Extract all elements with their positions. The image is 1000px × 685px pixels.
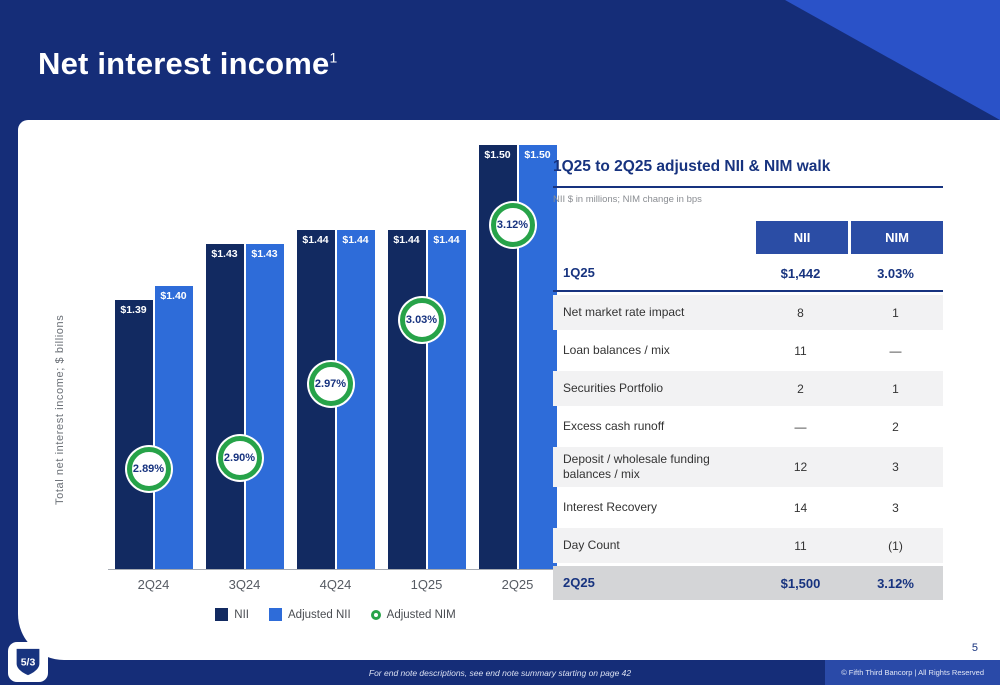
table-row: Net market rate impact 8 1: [553, 295, 943, 330]
table-row: Interest Recovery 14 3: [553, 490, 943, 525]
row-label: Loan balances / mix: [563, 343, 670, 357]
row-2q25: 2Q25 $1,500 3.12%: [553, 566, 943, 600]
table-row: Securities Portfolio 2 1: [553, 371, 943, 406]
bar-value-label: $1.44: [393, 234, 420, 246]
table-row: Day Count 11 (1): [553, 528, 943, 563]
adjusted-nim-legend-icon: [370, 609, 381, 620]
row-label: Deposit / wholesale funding balances / m…: [563, 452, 710, 481]
logo-text: 5/3: [21, 657, 36, 669]
header-accent-shape: [785, 0, 1000, 120]
nim-value: (1): [888, 538, 903, 553]
content-panel: Total net interest income; $ billions $1…: [18, 120, 1000, 660]
bar-value-label: $1.40: [160, 290, 187, 302]
page-title: Net interest income1: [38, 46, 338, 82]
row-label: 2Q25: [563, 574, 595, 590]
header-band: Net interest income1: [0, 0, 1000, 120]
legend-label: Adjusted NII: [288, 608, 351, 621]
chart-y-axis-label: Total net interest income; $ billions: [54, 314, 66, 506]
table-header-row: NII NIM: [553, 221, 943, 254]
column-header-nii: NII: [753, 221, 848, 254]
nii-value: $1,500: [780, 575, 821, 591]
title-footnote-ref: 1: [329, 49, 338, 66]
bar-value-label: $1.43: [211, 248, 238, 260]
footer-note: For end note descriptions, see end note …: [368, 667, 632, 678]
legend-item-adjusted-nii: Adjusted NII: [269, 608, 351, 621]
adjusted-nim-marker: 3.12%: [490, 202, 535, 247]
adjusted-nim-marker: 2.89%: [126, 446, 171, 491]
nii-bar: $1.44: [387, 230, 426, 569]
walk-table-section: 1Q25 to 2Q25 adjusted NII & NIM walk NII…: [553, 158, 943, 603]
table-row: Loan balances / mix 11 —: [553, 333, 943, 368]
adjusted-nim-marker: 3.03%: [399, 298, 444, 343]
nii-value: —: [794, 419, 807, 434]
legend-label: Adjusted NIM: [386, 608, 456, 621]
bar-value-label: $1.50: [484, 149, 511, 161]
legend-item-adjusted-nim: Adjusted NIM: [370, 608, 456, 621]
walk-table-title: 1Q25 to 2Q25 adjusted NII & NIM walk: [553, 158, 943, 188]
walk-table: NII NIM 1Q25 $1,442 3.03% Net market rate imp…: [553, 221, 943, 600]
adjusted-nii-bar: $1.40: [154, 286, 193, 569]
nii-value: 2: [797, 381, 804, 396]
bar-value-label: $1.44: [342, 234, 369, 246]
chart-plot-area: $1.39 $1.40 2Q24 $1.43 $1.43 3Q24 $1.44 $1.44 4Q…: [108, 145, 563, 592]
x-axis-label: 2Q25: [501, 577, 534, 592]
page-title-text: Net interest income: [38, 46, 330, 81]
row-label: Excess cash runoff: [563, 419, 665, 433]
nii-value: 14: [793, 500, 808, 515]
nim-value: 2: [892, 419, 899, 434]
nim-value: 3.12%: [877, 575, 914, 591]
nii-value: 11: [794, 343, 807, 358]
adjusted-nim-marker: 2.90%: [217, 436, 262, 480]
nim-value: 3.03%: [877, 265, 914, 281]
bar-value-label: $1.50: [524, 149, 551, 161]
nii-value: 11: [794, 538, 807, 553]
x-axis-label: 3Q24: [228, 577, 261, 592]
legend-label: NII: [234, 608, 249, 621]
legend-swatch: [215, 608, 229, 621]
footer-band: For end note descriptions, see end note …: [0, 660, 1000, 685]
table-row: Excess cash runoff — 2: [553, 409, 943, 444]
row-label: 1Q25: [563, 264, 595, 280]
x-axis-label: 1Q25: [410, 577, 443, 592]
x-axis-label: 4Q24: [319, 577, 352, 592]
adjusted-nii-bar: $1.43: [245, 244, 284, 569]
adjusted-nii-bar: $1.44: [427, 230, 466, 569]
bar-value-label: $1.44: [433, 234, 460, 246]
table-row: Deposit / wholesale funding balances / m…: [553, 447, 943, 487]
bar-value-label: $1.39: [120, 304, 147, 316]
nim-value: 3: [892, 460, 899, 474]
fifth-third-shield-icon: 5/3: [16, 648, 40, 676]
row-label: Day Count: [563, 538, 620, 552]
legend-item-nii: NII: [215, 608, 249, 621]
adjusted-nim-marker: 2.97%: [308, 361, 353, 406]
nii-value: 8: [797, 305, 804, 320]
column-header-nim: NIM: [848, 221, 943, 254]
nii-bar: $1.43: [205, 244, 244, 569]
nim-value: 1: [892, 305, 899, 320]
nii-value: 12: [793, 460, 808, 474]
bar-value-label: $1.43: [251, 248, 278, 260]
row-1q25: 1Q25 $1,442 3.03%: [553, 256, 943, 292]
row-label: Interest Recovery: [563, 500, 658, 514]
nii-bar: $1.39: [114, 300, 153, 569]
nii-chart: Total net interest income; $ billions $1…: [48, 130, 568, 655]
footer-copyright: © Fifth Third Bancorp | All Rights Reser…: [825, 660, 1000, 685]
fifth-third-logo: 5/3: [8, 642, 48, 682]
row-label: Securities Portfolio: [563, 381, 664, 395]
nim-value: 3: [892, 500, 899, 515]
page-number: 5: [971, 642, 978, 654]
nim-value: —: [889, 343, 902, 358]
nii-value: $1,442: [780, 265, 821, 281]
nim-value: 1: [892, 381, 899, 396]
x-axis-label: 2Q24: [137, 577, 170, 592]
row-label: Net market rate impact: [563, 305, 685, 319]
adjusted-nii-bar: $1.50: [518, 145, 557, 569]
bar-value-label: $1.44: [302, 234, 329, 246]
chart-legend: NII Adjusted NII Adjusted NIM: [108, 608, 563, 621]
legend-swatch: [269, 608, 282, 621]
walk-table-subtitle: NII $ in millions; NIM change in bps: [553, 194, 702, 205]
